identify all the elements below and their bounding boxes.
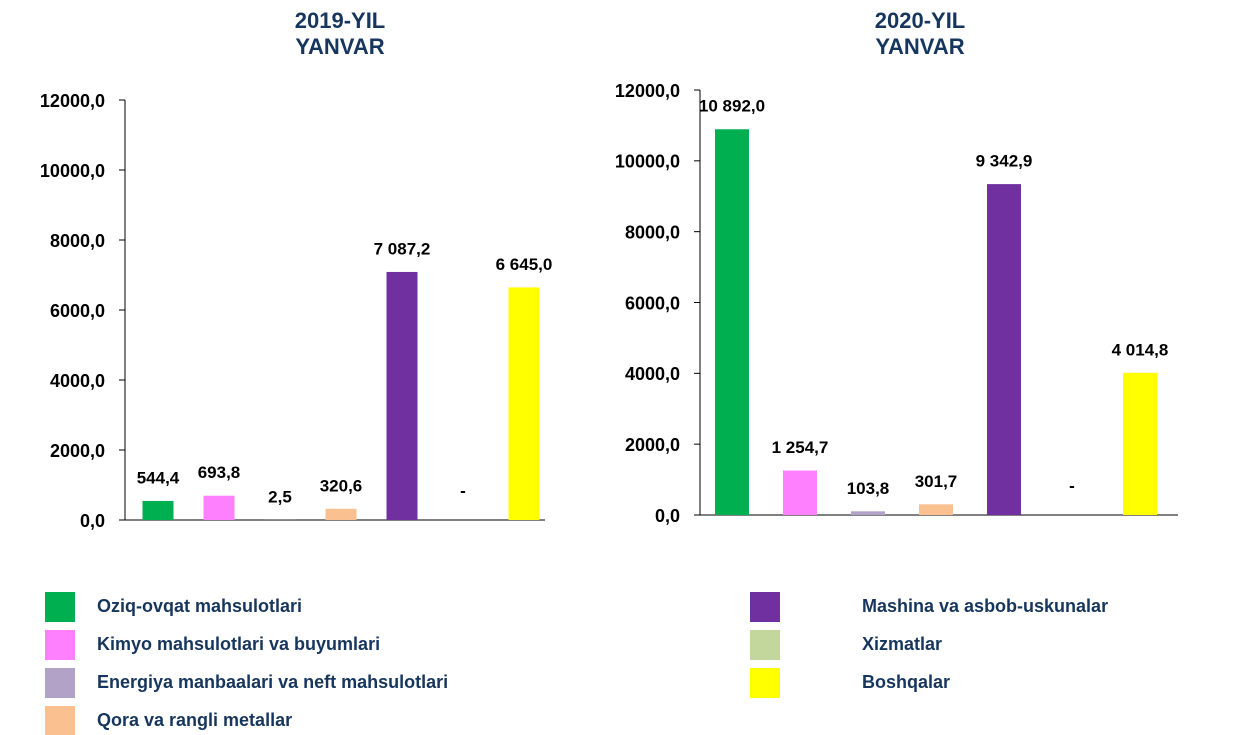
bar [715, 129, 749, 515]
y-tick-label: 12000,0 [40, 91, 105, 111]
legend-label: Xizmatlar [862, 634, 942, 654]
value-label: 9 342,9 [976, 152, 1033, 171]
bar [851, 511, 885, 515]
bar [386, 271, 418, 520]
y-tick-label: 12000,0 [615, 81, 680, 101]
bar [783, 470, 817, 515]
y-tick-label: 10000,0 [40, 161, 105, 181]
bar [203, 495, 235, 520]
y-tick-label: 8000,0 [50, 231, 105, 251]
legend-label: Energiya manbaalari va neft mahsulotlari [97, 672, 448, 692]
legend-swatch [45, 592, 75, 622]
legend-label: Kimyo mahsulotlari va buyumlari [97, 634, 380, 654]
value-label: 2,5 [268, 487, 292, 506]
y-tick-label: 10000,0 [615, 152, 680, 172]
legend-label: Mashina va asbob-uskunalar [862, 596, 1108, 616]
value-label: 1 254,7 [772, 438, 829, 457]
y-tick-label: 0,0 [655, 506, 680, 526]
bar [142, 500, 174, 520]
bar [508, 287, 540, 520]
chart-title: 2019-YIL [295, 8, 386, 33]
legend-swatch [45, 668, 75, 698]
legend-swatch [45, 706, 75, 735]
bar [987, 184, 1021, 515]
legend-swatch [750, 630, 780, 660]
legend-swatch [750, 668, 780, 698]
y-tick-label: 0,0 [80, 511, 105, 531]
bar [325, 508, 357, 520]
value-label: 320,6 [320, 476, 363, 495]
bar [1123, 372, 1157, 515]
y-tick-label: 4000,0 [50, 371, 105, 391]
value-label: 10 892,0 [699, 97, 765, 116]
value-label: 6 645,0 [496, 255, 553, 274]
legend-swatch [45, 630, 75, 660]
chart-title: YANVAR [295, 34, 384, 59]
chart-title: YANVAR [875, 34, 964, 59]
value-label: - [1069, 476, 1075, 495]
value-label: 103,8 [847, 479, 890, 498]
value-label: 4 014,8 [1112, 340, 1169, 359]
y-tick-label: 4000,0 [625, 364, 680, 384]
value-label: 7 087,2 [374, 239, 431, 258]
value-label: - [460, 481, 466, 500]
bar [919, 504, 953, 515]
value-label: 301,7 [915, 472, 958, 491]
value-label: 693,8 [198, 463, 241, 482]
y-tick-label: 2000,0 [625, 435, 680, 455]
legend-label: Oziq-ovqat mahsulotlari [97, 596, 302, 616]
y-tick-label: 6000,0 [50, 301, 105, 321]
y-tick-label: 6000,0 [625, 293, 680, 313]
chart-title: 2020-YIL [875, 8, 966, 33]
legend-label: Boshqalar [862, 672, 950, 692]
y-tick-label: 8000,0 [625, 222, 680, 242]
legend-label: Qora va rangli metallar [97, 710, 292, 730]
y-tick-label: 2000,0 [50, 441, 105, 461]
legend-swatch [750, 592, 780, 622]
value-label: 544,4 [137, 468, 180, 487]
